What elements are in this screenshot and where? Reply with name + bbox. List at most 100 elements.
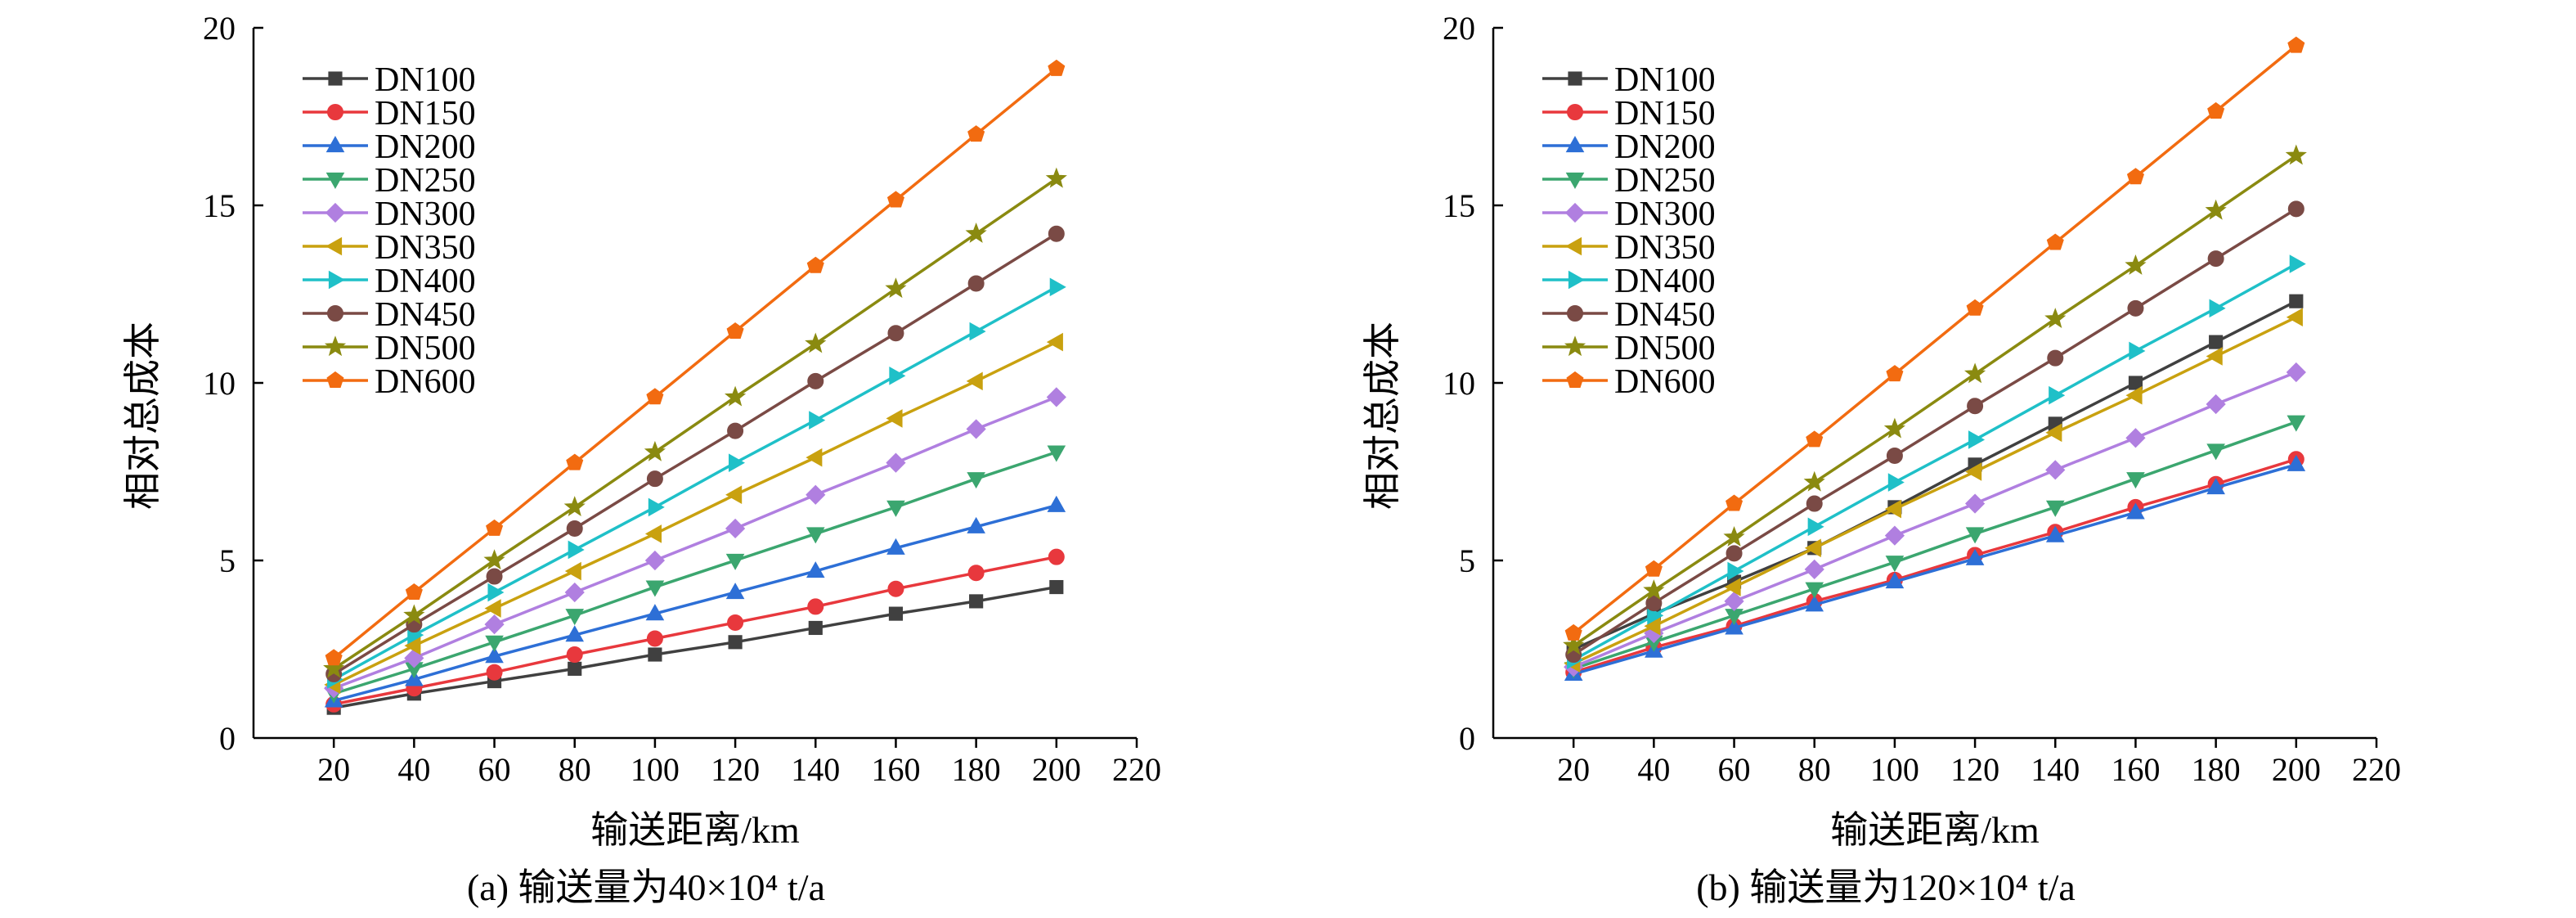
data-point — [726, 322, 744, 340]
data-point — [1884, 499, 1902, 519]
data-point — [648, 497, 665, 517]
data-point — [1563, 634, 1585, 655]
data-point — [1048, 225, 1065, 242]
data-point — [1647, 605, 1664, 625]
series-line — [1573, 463, 2297, 676]
data-point — [725, 485, 743, 505]
data-point — [885, 277, 907, 299]
series-line — [333, 340, 1057, 686]
legend-item: DN600 — [1542, 363, 1716, 401]
data-point — [727, 422, 744, 439]
data-point — [2206, 478, 2225, 495]
data-point — [2206, 394, 2226, 415]
data-point — [566, 646, 583, 664]
series-line — [1573, 421, 2297, 671]
series-line — [1573, 457, 2297, 674]
data-point — [728, 453, 746, 472]
legend-label: DN350 — [1614, 229, 1716, 267]
x-axis-label: 输送距离/km — [590, 809, 800, 851]
data-point — [2287, 415, 2306, 432]
data-point — [1804, 559, 1824, 579]
legend-marker — [326, 371, 344, 388]
x-tick-label: 200 — [1032, 751, 1081, 788]
data-point — [1644, 616, 1661, 636]
legend-label: DN200 — [375, 128, 476, 166]
series-DN300 — [1564, 362, 2306, 677]
data-point — [2286, 308, 2303, 327]
data-point — [564, 561, 581, 581]
legend-marker — [1565, 172, 1585, 189]
y-tick-label: 5 — [219, 542, 236, 579]
data-point — [966, 419, 986, 439]
y-tick-label: 20 — [1443, 10, 1475, 47]
data-point — [728, 635, 743, 650]
data-point — [808, 620, 823, 636]
data-point — [325, 649, 343, 666]
y-tick-label: 10 — [1443, 365, 1475, 402]
legend-marker — [1566, 371, 1584, 388]
data-point — [2046, 233, 2064, 250]
series-DN200 — [324, 495, 1066, 708]
data-point — [969, 594, 984, 609]
data-point — [645, 604, 665, 621]
data-point — [1726, 494, 1744, 511]
legend-item: DN350 — [303, 229, 476, 267]
data-point — [725, 518, 746, 539]
data-point — [1049, 277, 1066, 297]
data-point — [1965, 527, 1985, 544]
x-tick-label: 100 — [631, 751, 680, 788]
data-point — [967, 472, 985, 489]
series-line — [1573, 154, 2297, 647]
data-point — [1047, 445, 1066, 462]
data-point — [2126, 168, 2144, 185]
data-point — [1724, 591, 1744, 612]
data-point — [807, 598, 824, 615]
data-point — [2128, 376, 2143, 390]
data-point — [564, 582, 585, 603]
series-line — [1573, 44, 2297, 635]
legend: DN100DN150DN200DN250DN300DN350DN400DN450… — [303, 61, 476, 401]
data-point — [727, 614, 744, 631]
data-point — [887, 580, 904, 597]
data-point — [806, 561, 825, 578]
data-point — [886, 452, 906, 473]
data-point — [2045, 500, 2065, 517]
data-point — [1643, 579, 1665, 601]
x-tick-label: 140 — [791, 751, 840, 788]
data-point — [2209, 335, 2224, 349]
series-line — [333, 504, 1057, 703]
data-point — [886, 191, 904, 208]
data-point — [483, 549, 505, 570]
data-point — [648, 647, 662, 662]
data-point — [646, 470, 663, 488]
legend-item: DN350 — [1542, 229, 1716, 267]
data-point — [484, 599, 501, 618]
y-tick-label: 20 — [203, 10, 236, 47]
chart-panel-a: 0 5 10 15 20 20 40 60 80 100 120 140 160 180 200 220 输送距… — [122, 10, 1161, 908]
data-point — [1047, 495, 1066, 512]
data-point — [888, 606, 904, 621]
legend-label: DN150 — [1614, 95, 1716, 133]
data-point — [1046, 332, 1063, 352]
data-point — [2047, 349, 2064, 367]
legend-label: DN300 — [375, 196, 476, 233]
data-point — [1883, 417, 1905, 439]
legend-marker — [1567, 305, 1583, 322]
data-point — [965, 222, 987, 243]
data-point — [1967, 398, 1984, 415]
data-point — [806, 448, 823, 467]
data-point — [725, 385, 747, 407]
legend-marker — [1564, 335, 1586, 357]
legend-item: DN250 — [1542, 162, 1716, 200]
chart-panel-b: 0 5 10 15 20 20 40 60 80 100 120 140 160 180 200 220 输送距… — [1362, 10, 2401, 908]
data-point — [809, 411, 826, 430]
data-point — [2285, 144, 2307, 165]
data-point — [485, 635, 504, 652]
data-point — [2045, 460, 2066, 480]
legend-label: DN200 — [1614, 128, 1716, 166]
legend-marker — [325, 136, 345, 153]
legend-label: DN250 — [375, 162, 476, 200]
series-DN500 — [1563, 144, 2307, 655]
data-point — [1727, 561, 1744, 581]
data-point — [967, 565, 985, 582]
